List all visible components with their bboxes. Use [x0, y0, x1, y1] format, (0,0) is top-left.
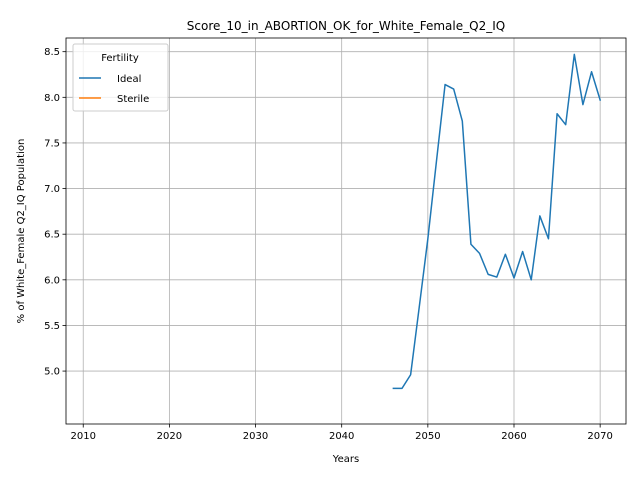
x-tick-label: 2070	[587, 431, 612, 442]
x-tick-label: 2020	[157, 431, 182, 442]
legend-title: Fertility	[101, 53, 139, 64]
legend: Fertility Ideal Sterile	[72, 43, 169, 112]
x-tick-label: 2060	[501, 431, 526, 442]
legend-box	[72, 43, 169, 112]
x-tick-label: 2040	[329, 431, 354, 442]
y-axis-label: % of White_Female Q2_IQ Population	[16, 139, 27, 324]
y-tick-label: 6.0	[44, 275, 60, 286]
x-tick-label: 2010	[71, 431, 96, 442]
y-tick-label: 7.5	[44, 138, 60, 149]
x-tick-label: 2050	[415, 431, 440, 442]
y-tick-label: 6.5	[44, 230, 60, 241]
y-tick-label: 7.0	[44, 184, 60, 195]
plot-frame	[65, 37, 627, 425]
series-line-ideal	[392, 53, 602, 390]
legend-label-sterile: Sterile	[117, 94, 149, 105]
y-tick-label: 8.5	[44, 47, 60, 58]
grid	[66, 38, 626, 424]
y-tick-label: 5.5	[44, 321, 60, 332]
series-layer	[392, 53, 602, 390]
x-tick-label: 2030	[243, 431, 268, 442]
legend-label-ideal: Ideal	[117, 74, 141, 85]
chart-title: Score_10_in_ABORTION_OK_for_White_Female…	[187, 19, 505, 33]
x-axis-label: Years	[332, 454, 359, 465]
y-tick-label: 8.0	[44, 93, 60, 104]
x-axis: 2010 2020 2030 2040 2050 2060 2070	[71, 424, 613, 442]
y-axis: 5.0 5.5 6.0 6.5 7.0 7.5 8.0 8.5	[44, 47, 66, 378]
y-tick-label: 5.0	[44, 367, 60, 378]
